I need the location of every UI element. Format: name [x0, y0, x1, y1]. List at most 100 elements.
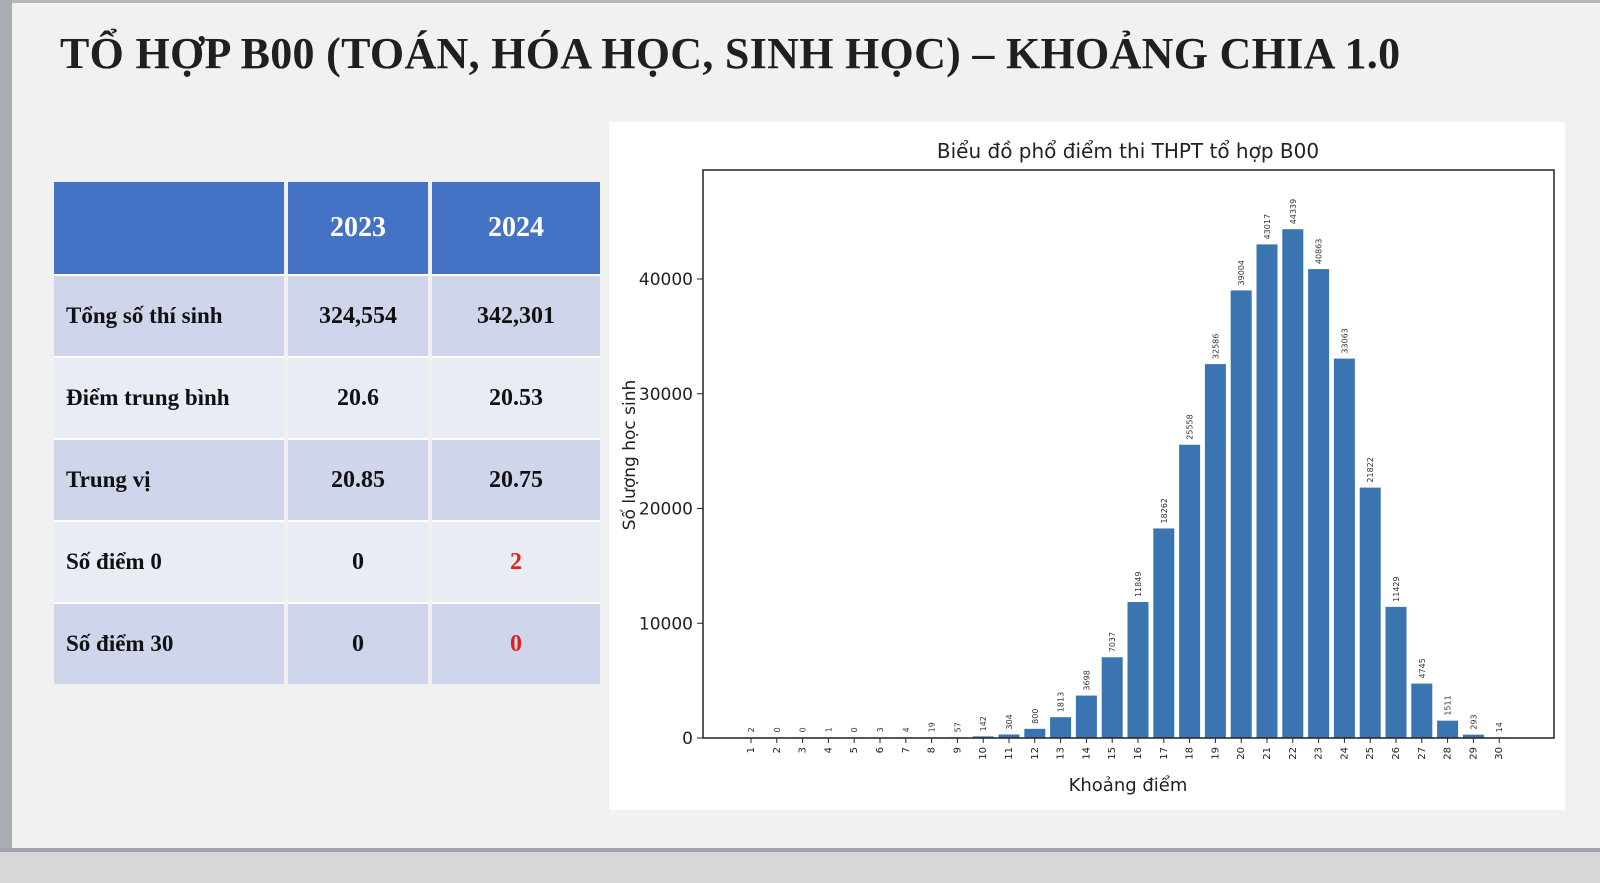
bar-value-label: 33063: [1340, 328, 1349, 353]
table-row: Số điểm 0 0 2: [54, 520, 600, 602]
x-tick-label: 17: [1159, 747, 1170, 760]
bar-value-label: 25558: [1186, 414, 1195, 439]
bottom-bar-line: [0, 848, 1600, 852]
header-cell-2024: 2024: [432, 182, 600, 274]
x-tick-label: 28: [1443, 747, 1454, 760]
row-label: Số điểm 30: [54, 602, 284, 684]
bar-value-label: 1813: [1057, 692, 1066, 712]
x-tick-label: 20: [1236, 747, 1247, 760]
value-2023: 0: [288, 520, 428, 602]
bar-10: [972, 736, 994, 738]
row-label: Điểm trung bình: [54, 356, 284, 438]
x-tick-label: 30: [1494, 747, 1505, 760]
x-tick-label: 1: [746, 747, 757, 753]
x-tick-label: 29: [1468, 747, 1479, 760]
value-2024: 342,301: [432, 274, 600, 356]
bar-value-label: 3698: [1082, 670, 1091, 690]
bar-value-label: 40863: [1315, 239, 1324, 264]
bar-value-label: 0: [850, 727, 859, 732]
table-row: Trung vị 20.85 20.75: [54, 438, 600, 520]
bar-value-label: 11849: [1134, 572, 1143, 597]
value-2023: 324,554: [288, 274, 428, 356]
bar-value-label: 0: [773, 727, 782, 732]
bar-value-label: 11429: [1392, 576, 1401, 601]
bar-value-label: 1511: [1444, 695, 1453, 715]
bar-23: [1308, 269, 1330, 738]
table-row: Tổng số thí sinh 324,554 342,301: [54, 274, 600, 356]
x-tick-label: 26: [1391, 747, 1402, 760]
bar-value-label: 39004: [1237, 260, 1246, 285]
bar-value-label: 0: [799, 727, 808, 732]
bar-13: [1050, 717, 1072, 738]
x-tick-label: 5: [849, 747, 860, 753]
x-tick-label: 15: [1107, 747, 1118, 760]
bar-value-label: 57: [953, 722, 962, 732]
x-tick-label: 8: [927, 747, 938, 753]
bar-18: [1179, 444, 1201, 738]
x-tick-label: 19: [1210, 747, 1221, 760]
value-2024-highlight: 0: [432, 602, 600, 684]
chart-title: Biểu đồ phổ điểm thi THPT tổ hợp B00: [937, 139, 1319, 163]
value-2024: 20.53: [432, 356, 600, 438]
x-tick-label: 16: [1133, 747, 1144, 760]
x-tick-label: 24: [1339, 747, 1350, 760]
bar-value-label: 18262: [1160, 498, 1169, 523]
x-tick-label: 10: [978, 747, 989, 760]
x-tick-label: 13: [1056, 747, 1067, 760]
y-tick-label: 40000: [639, 270, 693, 290]
row-label: Số điểm 0: [54, 520, 284, 602]
header-cell-empty: [54, 182, 284, 274]
bar-26: [1385, 606, 1407, 738]
bar-15: [1101, 657, 1123, 738]
table-row: Số điểm 30 0 0: [54, 602, 600, 684]
left-rail: [0, 0, 12, 883]
row-label: Trung vị: [54, 438, 284, 520]
bar-value-label: 142: [979, 716, 988, 731]
value-2023: 20.85: [288, 438, 428, 520]
x-tick-label: 25: [1365, 747, 1376, 760]
bar-28: [1437, 720, 1459, 738]
x-tick-label: 9: [952, 747, 963, 753]
bar-14: [1075, 695, 1097, 738]
bar-value-label: 4: [902, 727, 911, 732]
x-tick-label: 4: [823, 747, 834, 753]
x-tick-label: 21: [1262, 747, 1273, 760]
x-tick-label: 7: [901, 747, 912, 753]
bar-11: [998, 734, 1020, 738]
bar-value-label: 21822: [1366, 457, 1375, 482]
row-label: Tổng số thí sinh: [54, 274, 284, 356]
bar-value-label: 3: [876, 727, 885, 732]
value-2023: 20.6: [288, 356, 428, 438]
x-tick-label: 27: [1417, 747, 1428, 760]
value-2024: 20.75: [432, 438, 600, 520]
bar-20: [1230, 290, 1252, 738]
y-tick-label: 20000: [639, 500, 693, 520]
header-cell-2023: 2023: [288, 182, 428, 274]
bar-24: [1333, 358, 1355, 738]
bar-25: [1359, 487, 1381, 738]
bar-19: [1204, 364, 1226, 738]
bar-value-label: 14: [1495, 722, 1504, 732]
histogram-chart: Biểu đồ phổ điểm thi THPT tổ hợp B00 Số …: [619, 139, 1555, 796]
bar-value-label: 19: [928, 722, 937, 732]
x-tick-label: 6: [875, 747, 886, 753]
value-2023: 0: [288, 602, 428, 684]
x-tick-label: 18: [1185, 747, 1196, 760]
y-tick-label: 0: [682, 729, 693, 749]
bar-value-label: 4745: [1418, 658, 1427, 678]
bar-value-label: 2: [747, 727, 756, 732]
y-tick-label: 10000: [639, 614, 693, 634]
x-tick-label: 11: [1004, 747, 1015, 760]
table-row: Điểm trung bình 20.6 20.53: [54, 356, 600, 438]
slide-title: TỔ HỢP B00 (TOÁN, HÓA HỌC, SINH HỌC) – K…: [60, 29, 1401, 78]
stats-table: 2023 2024 Tổng số thí sinh 324,554 342,3…: [50, 182, 604, 684]
bar-17: [1153, 528, 1175, 738]
y-axis-label: Số lượng học sinh: [619, 380, 640, 531]
y-tick-label: 30000: [639, 385, 693, 405]
bar-12: [1024, 728, 1046, 738]
x-tick-label: 22: [1288, 747, 1299, 760]
x-axis-label: Khoảng điểm: [1069, 775, 1188, 796]
x-tick-label: 14: [1081, 747, 1092, 760]
bar-29: [1462, 734, 1484, 738]
top-rule: [12, 0, 1600, 3]
